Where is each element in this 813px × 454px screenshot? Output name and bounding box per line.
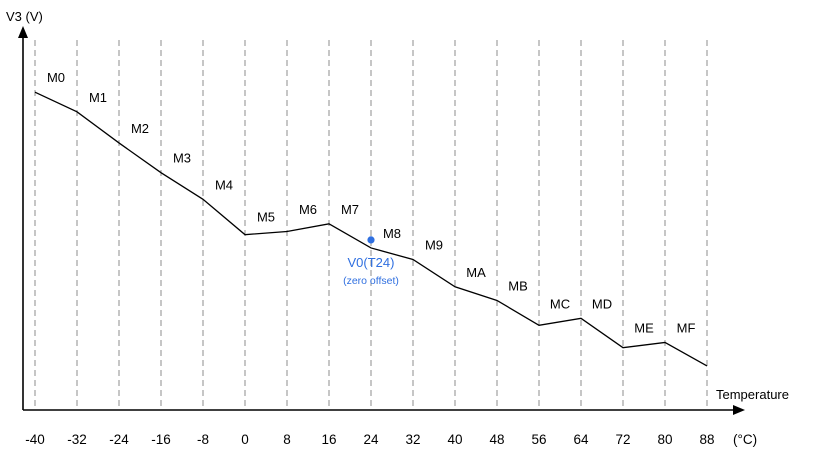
segment-label: M3 (173, 151, 191, 166)
segment-label: MC (550, 296, 570, 311)
x-axis-unit: (°C) (733, 432, 757, 447)
y-axis-arrowhead (18, 26, 28, 38)
x-tick-label: -8 (197, 432, 209, 447)
vertical-gridlines (34, 40, 708, 410)
segment-label: M0 (47, 70, 65, 85)
segment-label: M6 (299, 202, 317, 217)
zero-offset-sublabel: (zero offset) (343, 275, 399, 287)
x-tick-label: 8 (283, 432, 291, 447)
x-tick-label: -16 (151, 432, 171, 447)
x-tick-label: 24 (363, 432, 379, 447)
segment-label: M4 (215, 177, 233, 192)
segment-label: M5 (257, 210, 275, 225)
x-tick-label: 48 (489, 432, 504, 447)
segment-label: MF (677, 320, 696, 335)
segment-label: M8 (383, 226, 401, 241)
segment-label: M2 (131, 121, 149, 136)
segment-label: M1 (89, 90, 107, 105)
zero-offset-label: V0(T24) (348, 255, 395, 270)
x-tick-label: 32 (405, 432, 420, 447)
zero-offset-point (367, 236, 375, 244)
x-tick-label: -40 (25, 432, 45, 447)
x-tick-label: 80 (657, 432, 672, 447)
x-tick-label: 16 (321, 432, 336, 447)
segment-labels: M0 M1 M2 M3 M4 M5 M6 M7 M8 M9 MA MB MC MD ME MF (47, 70, 695, 335)
axes (18, 26, 745, 415)
segment-label: M9 (425, 238, 443, 253)
x-tick-label: 72 (615, 432, 630, 447)
x-axis-arrowhead (733, 405, 745, 415)
segment-label: ME (634, 320, 654, 335)
segment-label: M7 (341, 202, 359, 217)
x-axis-label: Temperature (716, 387, 789, 402)
x-tick-label: -24 (109, 432, 129, 447)
x-tick-label: 40 (447, 432, 462, 447)
segment-label: MB (508, 278, 528, 293)
segment-label: MA (466, 265, 486, 280)
x-tick-label: 64 (573, 432, 589, 447)
x-tick-labels: -40 -32 -24 -16 -8 0 8 16 24 32 40 48 56 64 72 80 88 (25, 432, 714, 447)
x-tick-label: 56 (531, 432, 546, 447)
x-tick-label: 0 (241, 432, 249, 447)
voltage-curve (34, 91, 708, 367)
x-tick-label: 88 (699, 432, 714, 447)
segment-label: MD (592, 296, 612, 311)
zero-offset-marker: V0(T24) (zero offset) (343, 236, 399, 287)
y-axis-label: V3 (V) (6, 9, 43, 24)
x-tick-label: -32 (67, 432, 87, 447)
